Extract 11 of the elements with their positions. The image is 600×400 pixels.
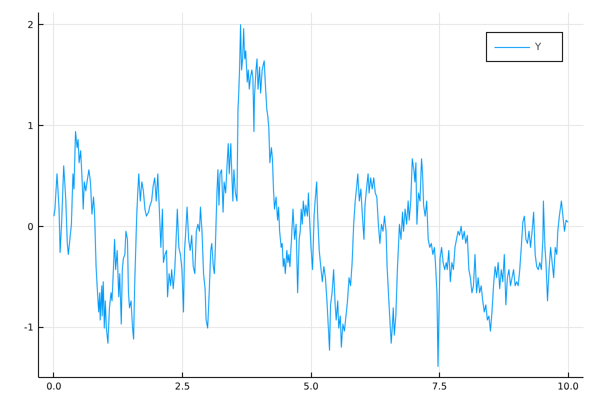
x-tick-label: 5.0	[303, 382, 319, 392]
x-tick-label: 7.5	[432, 382, 448, 392]
line-series	[53, 24, 569, 367]
legend-label: Y	[535, 40, 542, 54]
x-tick-label: 2.5	[174, 382, 190, 392]
y-tick-label: 0	[27, 222, 34, 233]
y-tick-label: 1	[27, 120, 34, 132]
y-tick-label: -1	[24, 322, 34, 334]
x-tick-label: 0.0	[46, 382, 62, 392]
y-tick-label: 2	[27, 20, 34, 32]
x-tick-label: 10.0	[558, 382, 579, 392]
